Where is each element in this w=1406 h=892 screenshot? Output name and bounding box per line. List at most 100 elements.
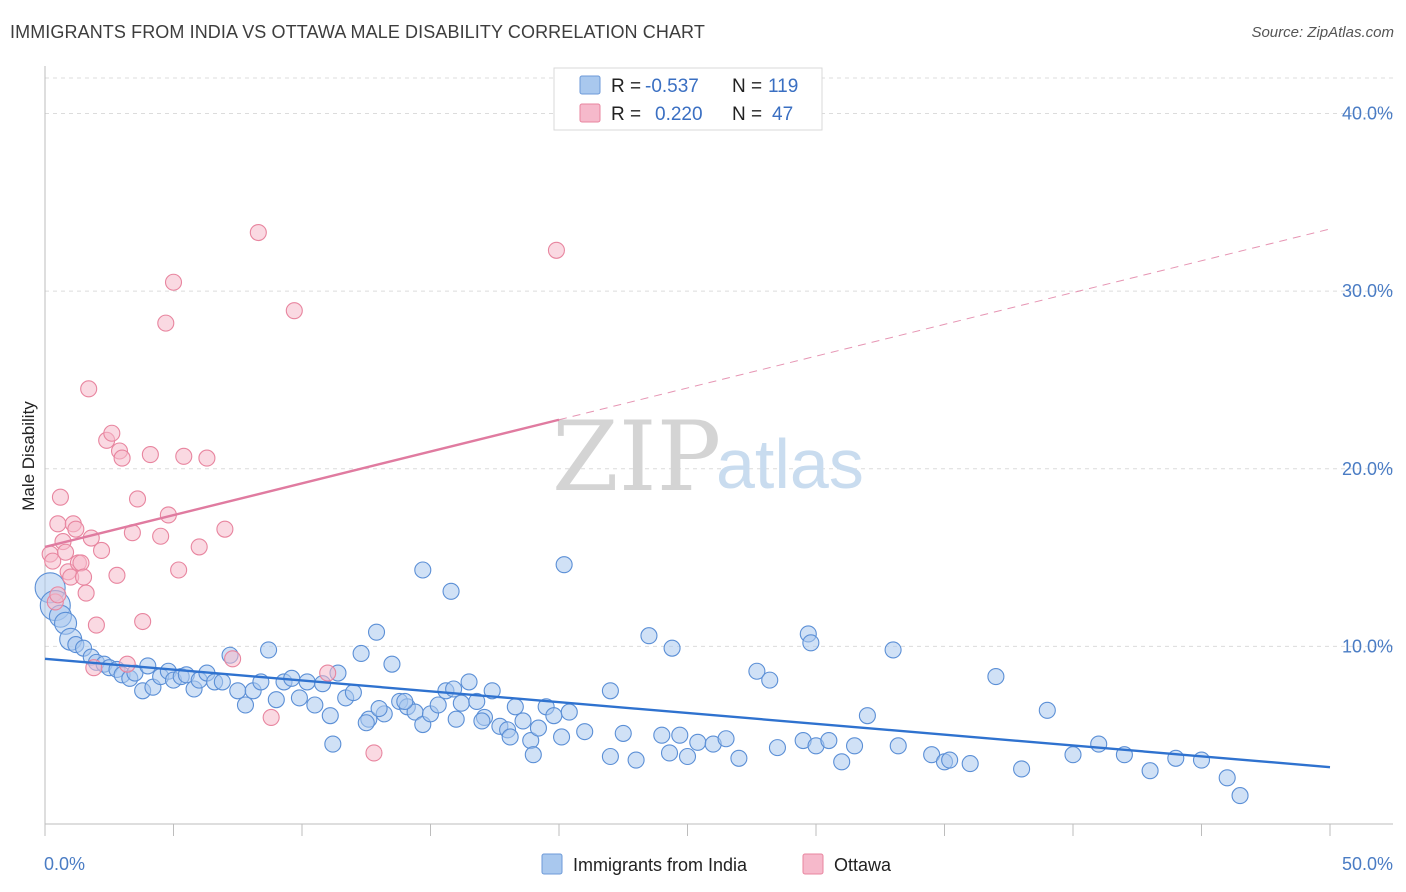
india-point-125 <box>660 744 679 762</box>
ottawa-point-44 <box>319 664 337 682</box>
india-point-93 <box>768 739 787 757</box>
x-tick-labels: 0.0% 50.0% <box>44 854 1393 874</box>
india-point-72 <box>560 703 578 721</box>
grid-lines <box>45 77 1393 647</box>
ottawa-point-38 <box>198 449 216 467</box>
india-point-33 <box>260 641 278 659</box>
india-point-120 <box>447 710 465 728</box>
y-tick-label-2: 30.0% <box>1342 281 1393 301</box>
india-point-86 <box>671 726 689 744</box>
legend-swatch-ottawa <box>579 103 601 123</box>
india-point-102 <box>884 641 902 659</box>
y-tick-labels: 10.0% 20.0% 30.0% 40.0% <box>1342 104 1393 657</box>
ottawa-point-15 <box>77 584 95 602</box>
ottawa-point-25 <box>113 449 131 467</box>
india-point-47 <box>367 623 386 641</box>
india-point-88 <box>689 733 707 751</box>
ottawa-point-32 <box>157 314 175 332</box>
axes <box>44 66 1393 836</box>
india-point-71 <box>553 728 571 746</box>
india-point-81 <box>601 747 619 766</box>
y-axis-label: Male Disability <box>19 401 38 511</box>
india-point-98 <box>820 731 838 750</box>
india-point-85 <box>663 639 681 657</box>
watermark: ZIP atlas <box>552 401 864 513</box>
ottawa-trend-line-extension <box>558 228 1331 421</box>
ottawa-point-5 <box>51 488 69 506</box>
india-point-101 <box>858 707 876 725</box>
y-tick-label-1: 20.0% <box>1342 459 1393 479</box>
series-legend-label-india: Immigrants from India <box>573 855 748 875</box>
legend-r-value-1: -0.537 <box>645 76 699 97</box>
ottawa-point-1 <box>44 552 62 570</box>
india-point-41 <box>321 707 339 725</box>
ottawa-point-7 <box>57 543 75 561</box>
india-trend-line <box>44 657 1331 769</box>
ottawa-point-31 <box>152 527 170 545</box>
trend-lines <box>44 228 1331 769</box>
india-point-66 <box>514 712 532 730</box>
ottawa-point-23 <box>108 566 126 584</box>
ottawa-point-39 <box>216 520 234 538</box>
india-point-124 <box>627 751 645 769</box>
india-point-34 <box>267 691 285 709</box>
india-point-37 <box>290 689 308 707</box>
india-point-107 <box>961 755 979 773</box>
india-point-83 <box>640 627 658 645</box>
legend-n-label-1: N = <box>732 76 762 97</box>
legend-n-label-2: N = <box>732 104 762 125</box>
india-point-99 <box>833 753 851 771</box>
india-point-29 <box>229 682 247 700</box>
india-point-112 <box>1090 735 1108 753</box>
india-point-62 <box>483 682 501 700</box>
india-point-82 <box>614 724 632 742</box>
ottawa-trend-line <box>44 418 560 549</box>
watermark-atlas: atlas <box>716 425 864 503</box>
india-point-116 <box>1192 751 1211 769</box>
india-point-68 <box>529 719 547 737</box>
legend-r-value-2: 0.220 <box>655 104 703 125</box>
india-point-27 <box>213 673 231 691</box>
legend-r-label-2: R = <box>611 104 641 125</box>
ottawa-point-30 <box>141 446 159 464</box>
india-point-84 <box>653 726 671 744</box>
ottawa-point-20 <box>92 541 111 560</box>
india-point-109 <box>1013 760 1031 778</box>
data-points <box>34 223 1249 805</box>
india-point-123 <box>576 723 594 741</box>
legend-r-label-1: R = <box>611 76 641 97</box>
ottawa-point-41 <box>249 223 267 242</box>
ottawa-point-37 <box>190 538 208 556</box>
ottawa-point-46 <box>547 241 565 259</box>
ottawa-point-3 <box>49 586 67 604</box>
india-point-80 <box>601 682 619 700</box>
india-point-65 <box>506 698 524 716</box>
ottawa-point-45 <box>365 744 383 762</box>
india-point-49 <box>383 655 401 673</box>
india-point-96 <box>802 634 820 652</box>
ottawa-point-29 <box>134 612 152 631</box>
y-tick-label-0: 10.0% <box>1342 636 1393 656</box>
india-point-104 <box>923 746 941 764</box>
source-label: Source: ZipAtlas.com <box>1251 24 1394 41</box>
watermark-zip: ZIP <box>552 401 721 513</box>
series-legend-label-ottawa: Ottawa <box>834 855 892 875</box>
india-point-111 <box>1064 746 1082 764</box>
ottawa-point-13 <box>72 554 90 572</box>
ottawa-point-40 <box>224 650 242 668</box>
india-point-122 <box>524 746 542 764</box>
india-point-119 <box>396 692 414 710</box>
india-point-73 <box>414 561 432 579</box>
legend-swatch-india <box>579 75 601 95</box>
series-legend: Immigrants from India Ottawa <box>541 853 892 875</box>
india-point-118 <box>1231 787 1249 805</box>
india-point-30 <box>236 696 255 714</box>
legend-n-value-2: 47 <box>772 104 793 125</box>
ottawa-point-19 <box>87 616 105 634</box>
x-tick-label-0: 0.0% <box>44 854 85 874</box>
india-point-103 <box>889 737 907 755</box>
india-point-55 <box>429 696 447 714</box>
chart-title: IMMIGRANTS FROM INDIA VS OTTAWA MALE DIS… <box>10 22 705 42</box>
india-point-79 <box>473 712 491 730</box>
